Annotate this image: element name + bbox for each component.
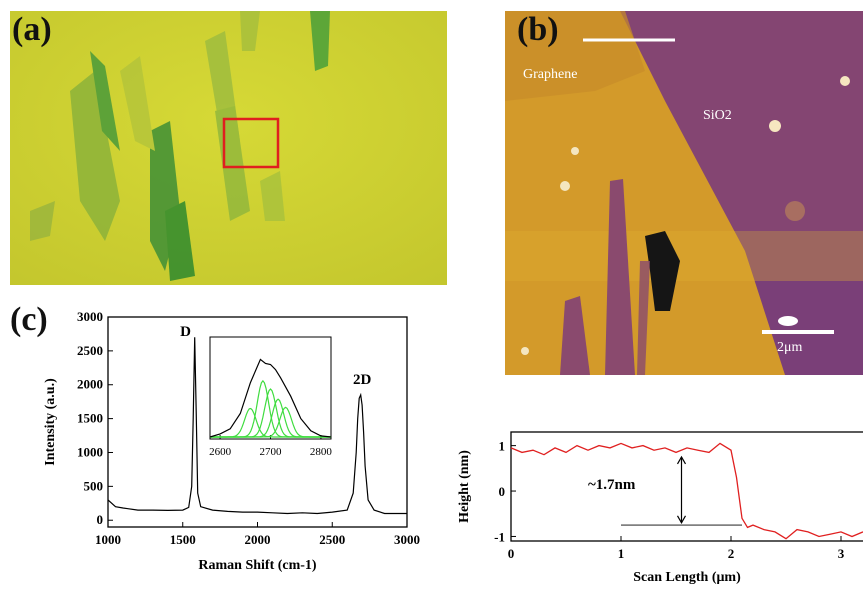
- x-tick-label: 3000: [394, 532, 420, 547]
- y-tick-label: 2000: [77, 377, 103, 392]
- raman-chart-panel: (c) 1000 1500 2000 2500 3000 0 500 1000 1500 2000…: [0, 290, 440, 587]
- graphene-label: Graphene: [523, 67, 578, 82]
- x-tick-label: 2000: [245, 532, 271, 547]
- y-axis-label: Height (nm): [457, 450, 472, 523]
- inset-x-tick-label: 2800: [310, 446, 333, 458]
- y-axis-label: Intensity (a.u.): [43, 378, 58, 466]
- raman-chart: 1000 1500 2000 2500 3000 0 500 1000 1500 2000 2500…: [43, 309, 420, 573]
- y-tick-label: -1: [494, 529, 505, 544]
- inset-x-tick-label: 2700: [260, 446, 283, 458]
- scale-bar-label: 2μm: [777, 340, 803, 355]
- y-tick-label: 0: [97, 512, 104, 527]
- y-tick-label: 0: [499, 484, 506, 499]
- y-tick-label: 500: [84, 478, 104, 493]
- raman-spectrum-line: [107, 337, 407, 515]
- x-tick-label: 1: [618, 546, 625, 561]
- x-tick-label: 1500: [170, 532, 196, 547]
- y-tick-label: 1000: [77, 444, 103, 459]
- afm-image-panel: (b) Graphene SiO2 2μm: [505, 11, 863, 375]
- optical-image: [10, 11, 447, 285]
- x-tick-label: 1000: [95, 532, 121, 547]
- 2d-peak-label: 2D: [353, 372, 372, 388]
- panel-label-c: (c): [10, 301, 48, 338]
- step-height-label: ~1.7nm: [588, 477, 636, 493]
- optical-image-panel: (a): [10, 11, 447, 285]
- x-axis-label: Scan Length (μm): [633, 570, 741, 585]
- plot-frame: [510, 431, 863, 542]
- selection-box: [222, 117, 280, 169]
- panel-label-a: (a): [12, 11, 52, 48]
- step-arrow-head-up: [676, 455, 687, 465]
- x-tick-label: 2: [728, 546, 735, 561]
- x-tick-label: 3: [838, 546, 845, 561]
- x-tick-label: 2500: [319, 532, 345, 547]
- y-tick-label: 2500: [77, 343, 103, 358]
- y-tick-label: 1: [499, 439, 506, 454]
- inset-frame: [209, 336, 332, 440]
- height-profile-line: [510, 442, 863, 540]
- inset-spectrum-line: [209, 358, 332, 438]
- x-axis-label: Raman Shift (cm-1): [198, 558, 317, 573]
- panel-label-b: (b): [517, 11, 559, 48]
- sio2-label: SiO2: [703, 108, 732, 123]
- y-tick-label: 1500: [77, 411, 103, 426]
- d-peak-label: D: [180, 324, 191, 340]
- inset-fit-component: [210, 406, 331, 438]
- afm-image: [505, 11, 863, 375]
- height-profile-panel: 0 1 2 3 1 0 -1 ~1.7nm Scan Length (μm) Height (nm…: [440, 410, 863, 587]
- x-tick-label: 0: [508, 546, 515, 561]
- y-tick-label: 3000: [77, 309, 103, 324]
- inset-x-tick-label: 2600: [209, 446, 232, 458]
- step-arrow-head-down: [676, 515, 687, 525]
